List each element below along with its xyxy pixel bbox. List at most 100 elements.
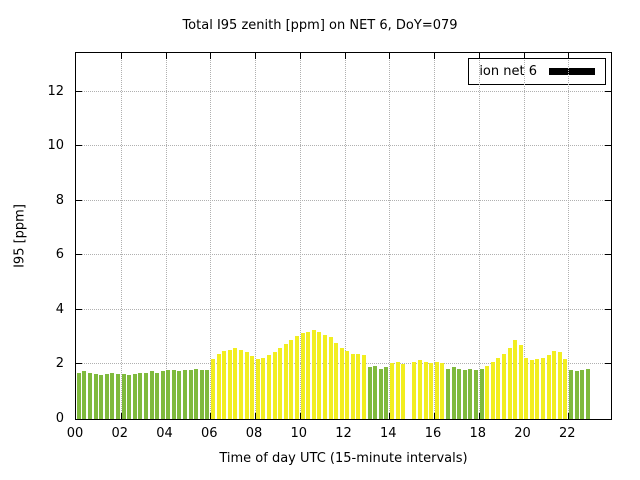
bar <box>418 360 422 419</box>
bar <box>283 344 288 419</box>
bar <box>451 367 456 419</box>
x-tick-label: 06 <box>200 426 218 441</box>
bar <box>513 339 518 419</box>
tick-mark <box>568 53 570 59</box>
x-tick-label: 08 <box>245 426 263 441</box>
bar <box>227 349 232 419</box>
y-tick-label: 10 <box>47 138 64 154</box>
tick-mark <box>389 53 391 59</box>
bar <box>328 337 333 419</box>
bar <box>99 375 104 419</box>
gridline-vertical <box>165 53 167 419</box>
tick-mark <box>165 413 167 419</box>
tick-mark <box>76 363 82 365</box>
bar <box>473 369 478 419</box>
bar <box>563 359 568 419</box>
x-tick-label: 12 <box>335 426 352 441</box>
bar <box>356 353 361 419</box>
bar <box>143 372 148 419</box>
bar <box>261 357 266 419</box>
bar <box>76 372 81 419</box>
bar <box>272 352 277 419</box>
tick-mark <box>76 254 82 256</box>
tick-mark <box>568 413 570 419</box>
tick-mark <box>299 53 301 59</box>
bar <box>278 348 283 419</box>
tick-mark <box>76 308 82 310</box>
tick-mark <box>605 254 611 256</box>
tick-mark <box>210 413 212 419</box>
bar <box>501 353 506 419</box>
tick-mark <box>76 145 82 147</box>
bar <box>222 350 227 419</box>
tick-mark <box>389 413 391 419</box>
bar <box>580 369 585 419</box>
bar <box>490 361 495 419</box>
bar <box>138 372 143 419</box>
bar <box>423 361 428 419</box>
bar <box>166 369 171 419</box>
tick-mark <box>523 53 525 59</box>
bar <box>199 369 204 419</box>
x-tick-label: 14 <box>379 426 397 441</box>
bar <box>507 348 512 419</box>
gridline-vertical <box>344 53 346 419</box>
tick-mark <box>165 53 167 59</box>
tick-mark <box>299 413 301 419</box>
tick-mark <box>605 363 611 365</box>
bar <box>188 369 193 419</box>
x-tick-label: 00 <box>66 426 84 441</box>
bar <box>334 342 339 419</box>
gridline-vertical <box>120 53 122 419</box>
bar <box>541 357 546 419</box>
tick-mark <box>605 145 611 147</box>
legend: ion net 6 <box>468 58 606 85</box>
tick-mark <box>255 413 256 419</box>
bar <box>518 345 523 419</box>
gridline-vertical <box>434 53 435 419</box>
bar <box>115 374 120 419</box>
bar <box>529 360 534 419</box>
y-tick-label: 0 <box>55 411 64 426</box>
bar <box>440 363 445 419</box>
bar <box>177 371 182 419</box>
bar <box>183 369 188 419</box>
bar <box>395 361 400 419</box>
x-tick-label: 04 <box>156 426 173 441</box>
tick-mark <box>434 413 435 419</box>
bar <box>149 371 154 419</box>
tick-mark <box>344 413 346 419</box>
x-tick-label: 20 <box>514 426 531 441</box>
tick-mark <box>76 199 82 201</box>
bar <box>362 354 367 419</box>
y-tick-label: 6 <box>55 247 64 263</box>
bar <box>110 372 115 419</box>
gridline-horizontal <box>76 308 611 310</box>
bar <box>434 361 439 419</box>
bar <box>546 354 551 419</box>
gridline-vertical <box>389 53 391 419</box>
bar <box>233 348 238 419</box>
y-tick-label: 4 <box>55 301 64 317</box>
bar <box>479 368 484 419</box>
x-tick-label: 18 <box>469 426 487 441</box>
bar <box>412 361 417 419</box>
bar <box>87 372 92 419</box>
bar <box>93 374 98 419</box>
bar <box>557 352 562 419</box>
bar <box>373 365 378 419</box>
tick-mark <box>120 53 122 59</box>
gridline-vertical <box>255 53 256 419</box>
bar <box>401 364 406 419</box>
bar <box>384 367 389 419</box>
bar <box>160 371 165 419</box>
bar <box>339 348 344 419</box>
bar <box>155 372 160 419</box>
gridline-horizontal <box>76 199 611 201</box>
gridline-vertical <box>210 53 212 419</box>
bar <box>311 330 316 419</box>
bar <box>378 368 383 419</box>
bar <box>317 331 322 419</box>
bar <box>194 368 199 419</box>
